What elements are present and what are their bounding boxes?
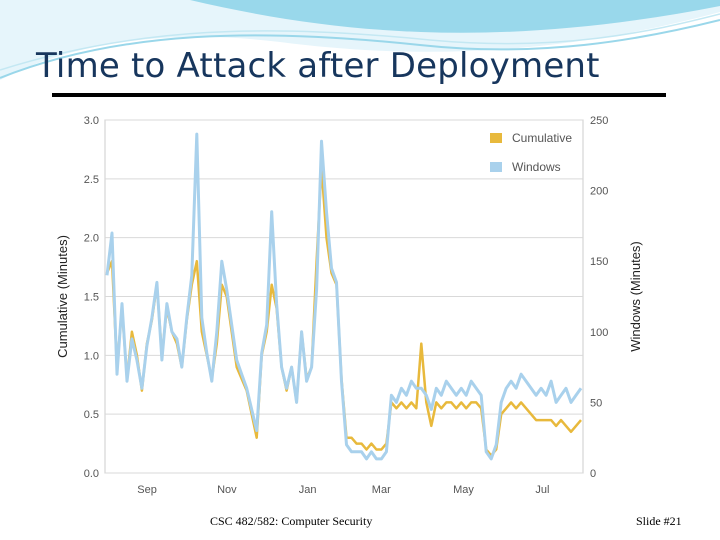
title-rule [52, 93, 666, 97]
y-tick-left: 3.0 [84, 115, 99, 127]
x-tick: Nov [217, 484, 237, 496]
y-tick-right: 0 [590, 468, 596, 480]
y-tick-right: 200 [590, 186, 608, 198]
footer-course: CSC 482/582: Computer Security [210, 514, 373, 528]
y-axis-label-right: Windows (Minutes) [628, 241, 643, 352]
legend-label-cumulative: Cumulative [512, 131, 572, 145]
y-tick-left: 2.5 [84, 174, 99, 186]
x-tick: Jan [299, 484, 317, 496]
y-tick-left: 1.5 [84, 292, 99, 304]
legend-swatch-cumulative [490, 133, 502, 143]
x-tick: Mar [372, 484, 391, 496]
y-tick-right: 250 [590, 115, 608, 127]
x-tick: May [453, 484, 474, 496]
x-tick: Jul [535, 484, 549, 496]
line-chart: 0.0 0.5 1.0 1.5 2.0 2.5 3.0 0 50 100 150 200 250 Sep N… [55, 115, 643, 496]
legend-label-windows: Windows [512, 160, 561, 174]
y-tick-left: 0.5 [84, 409, 99, 421]
y-tick-right: 150 [590, 256, 608, 268]
chart-container: 0.0 0.5 1.0 1.5 2.0 2.5 3.0 0 50 100 150 200 250 Sep N… [40, 100, 655, 500]
y-tick-left: 1.0 [84, 350, 99, 362]
y-tick-left: 2.0 [84, 233, 99, 245]
slide-title: Time to Attack after Deployment [36, 46, 600, 86]
y-tick-right: 100 [590, 327, 608, 339]
series-line-windows [105, 132, 583, 461]
x-tick: Sep [137, 484, 157, 496]
y-axis-label-left: Cumulative (Minutes) [55, 235, 70, 358]
legend-swatch-windows [490, 162, 502, 172]
banner-swoosh [0, 0, 720, 80]
y-tick-left: 0.0 [84, 468, 99, 480]
y-tick-right: 50 [590, 397, 602, 409]
footer-slide-number: Slide #21 [636, 514, 682, 528]
